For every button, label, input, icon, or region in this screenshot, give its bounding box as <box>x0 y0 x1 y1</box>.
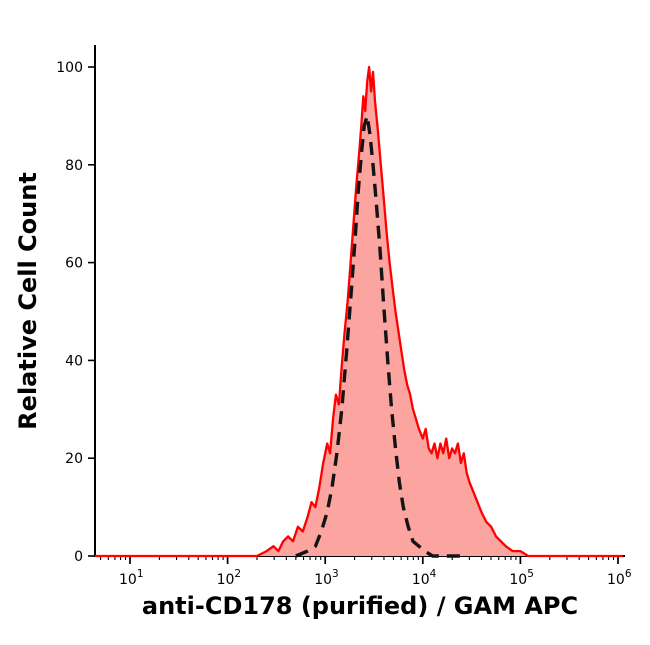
x-tick-label: 103 <box>314 568 339 588</box>
x-tick-label: 102 <box>217 568 242 588</box>
y-axis-title: Relative Cell Count <box>14 172 42 430</box>
sample-histogram-outline <box>94 65 623 558</box>
y-tick-label: 80 <box>65 158 83 174</box>
x-tick-label: 105 <box>509 568 534 588</box>
x-tick-label: 101 <box>119 568 144 588</box>
y-tick-label: 0 <box>74 549 83 565</box>
y-tick-label: 40 <box>65 353 83 369</box>
sample-histogram-fill <box>94 67 623 556</box>
control-histogram-dashed-line <box>295 114 462 558</box>
y-tick-label: 20 <box>65 451 83 467</box>
y-tick-label: 60 <box>65 256 83 272</box>
y-tick-label: 100 <box>56 60 83 76</box>
x-axis-title: anti-CD178 (purified) / GAM APC <box>141 592 579 620</box>
x-tick-label: 106 <box>607 568 632 588</box>
x-tick-label: 104 <box>412 568 437 588</box>
